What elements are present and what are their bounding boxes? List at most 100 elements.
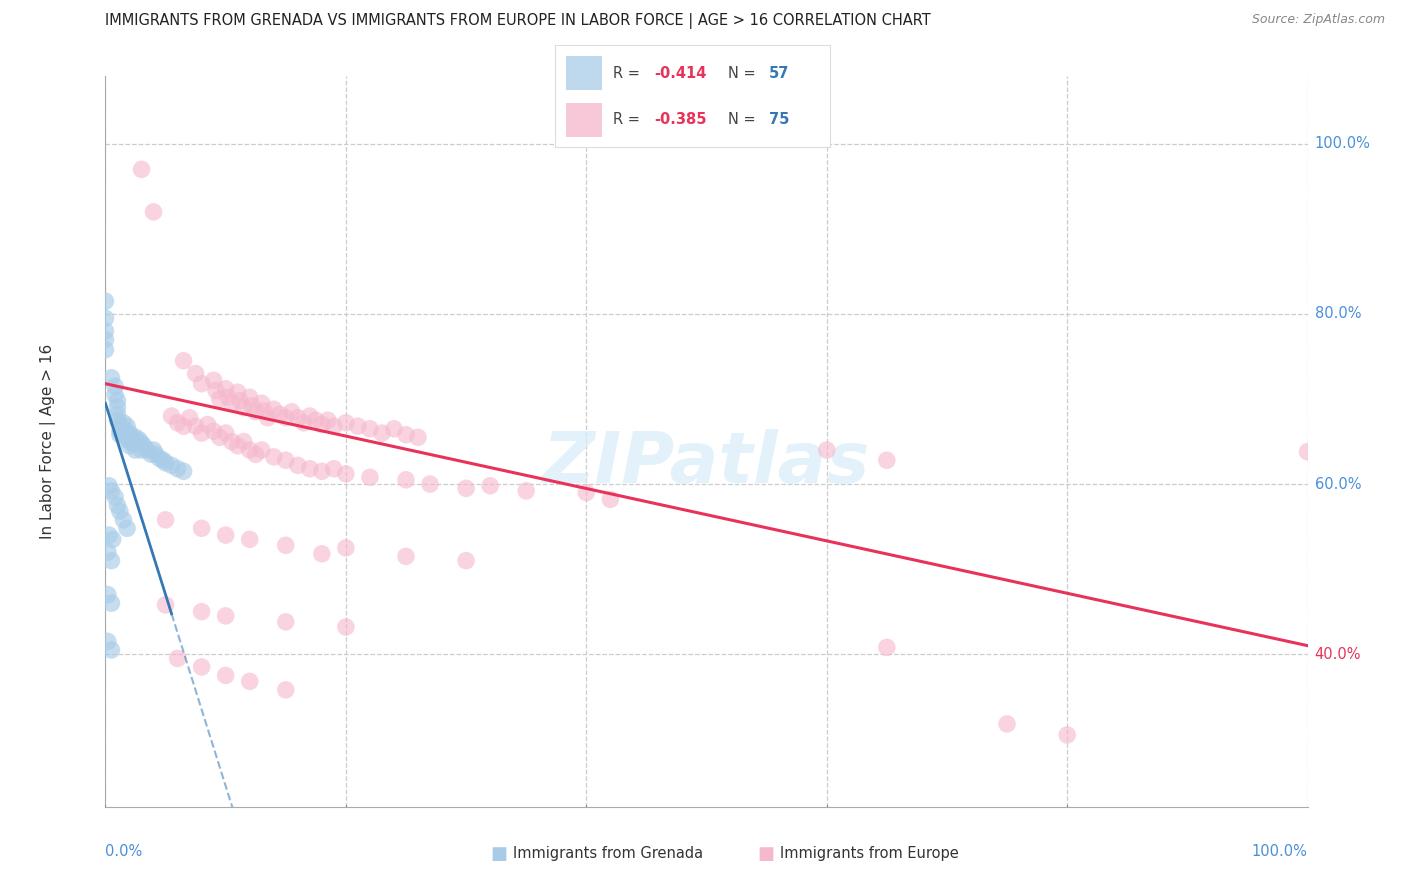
Point xyxy=(112,422,135,436)
Point xyxy=(454,553,477,567)
Point xyxy=(121,436,143,450)
Point xyxy=(232,401,254,415)
Point xyxy=(245,447,267,461)
Point xyxy=(250,396,273,410)
Point xyxy=(108,424,131,438)
Point xyxy=(100,553,122,567)
Point xyxy=(115,521,138,535)
Point xyxy=(115,425,138,440)
Point xyxy=(94,311,117,326)
Point xyxy=(190,660,212,674)
Point xyxy=(214,608,236,623)
Point xyxy=(166,416,188,430)
Point xyxy=(142,205,165,219)
Point xyxy=(197,417,219,432)
Point xyxy=(98,528,121,542)
Point xyxy=(115,419,138,434)
Point xyxy=(256,410,278,425)
Point xyxy=(245,405,267,419)
Point xyxy=(118,425,141,440)
Point xyxy=(239,390,262,404)
Point xyxy=(221,396,243,410)
Point xyxy=(214,528,236,542)
Point xyxy=(148,451,170,466)
Text: 60.0%: 60.0% xyxy=(1315,476,1361,491)
FancyBboxPatch shape xyxy=(567,56,602,90)
Point xyxy=(166,651,188,665)
Point xyxy=(107,407,129,421)
Point xyxy=(108,504,131,518)
Point xyxy=(112,416,135,430)
Point xyxy=(155,456,177,470)
Point xyxy=(107,401,129,415)
Point xyxy=(100,643,122,657)
Text: Immigrants from Grenada: Immigrants from Grenada xyxy=(513,847,703,861)
Point xyxy=(94,294,117,309)
Point xyxy=(263,402,285,417)
Point xyxy=(599,492,621,507)
Point xyxy=(97,634,120,648)
Text: -0.414: -0.414 xyxy=(654,66,706,81)
Text: R =: R = xyxy=(613,66,644,81)
Point xyxy=(876,640,898,655)
Point xyxy=(98,479,121,493)
FancyBboxPatch shape xyxy=(567,103,602,137)
Point xyxy=(190,521,212,535)
Point xyxy=(101,533,124,547)
Point xyxy=(118,439,141,453)
Point xyxy=(124,443,146,458)
Point xyxy=(217,390,239,404)
Point xyxy=(335,467,357,481)
Point xyxy=(395,473,418,487)
Text: ZIPatlas: ZIPatlas xyxy=(543,429,870,498)
Point xyxy=(131,443,153,458)
Point xyxy=(226,385,249,400)
Point xyxy=(184,419,207,434)
Point xyxy=(382,422,405,436)
Point xyxy=(190,425,212,440)
Point xyxy=(815,443,838,458)
Point xyxy=(214,425,236,440)
Point xyxy=(347,419,370,434)
Point xyxy=(274,682,297,697)
Point xyxy=(274,410,297,425)
Point xyxy=(298,409,321,423)
Point xyxy=(131,162,153,177)
Point xyxy=(311,417,333,432)
Point xyxy=(274,615,297,629)
Point xyxy=(226,439,249,453)
Point xyxy=(214,382,236,396)
Point xyxy=(239,674,262,689)
Point xyxy=(131,436,153,450)
Point xyxy=(305,413,328,427)
Point xyxy=(515,483,537,498)
Point xyxy=(124,436,146,450)
Point xyxy=(575,485,598,500)
Point xyxy=(179,410,201,425)
Text: 75: 75 xyxy=(769,112,790,127)
Point xyxy=(94,324,117,338)
Point xyxy=(221,434,243,449)
Point xyxy=(160,458,183,473)
Point xyxy=(1296,444,1319,458)
Point xyxy=(359,422,381,436)
Point xyxy=(208,392,231,406)
Text: 0.0%: 0.0% xyxy=(105,845,142,859)
Point xyxy=(124,430,146,444)
Point xyxy=(298,462,321,476)
Point xyxy=(108,427,131,442)
Point xyxy=(395,549,418,564)
Point xyxy=(121,430,143,444)
Text: 80.0%: 80.0% xyxy=(1315,307,1361,321)
Point xyxy=(371,425,394,440)
Point xyxy=(112,513,135,527)
Point xyxy=(274,538,297,552)
Text: 57: 57 xyxy=(769,66,790,81)
Point xyxy=(94,343,117,357)
Text: -0.385: -0.385 xyxy=(654,112,707,127)
Point xyxy=(190,376,212,391)
Point xyxy=(108,417,131,432)
Text: IMMIGRANTS FROM GRENADA VS IMMIGRANTS FROM EUROPE IN LABOR FORCE | AGE > 16 CORR: IMMIGRANTS FROM GRENADA VS IMMIGRANTS FR… xyxy=(105,13,931,29)
Point xyxy=(253,404,276,418)
Point xyxy=(269,407,291,421)
